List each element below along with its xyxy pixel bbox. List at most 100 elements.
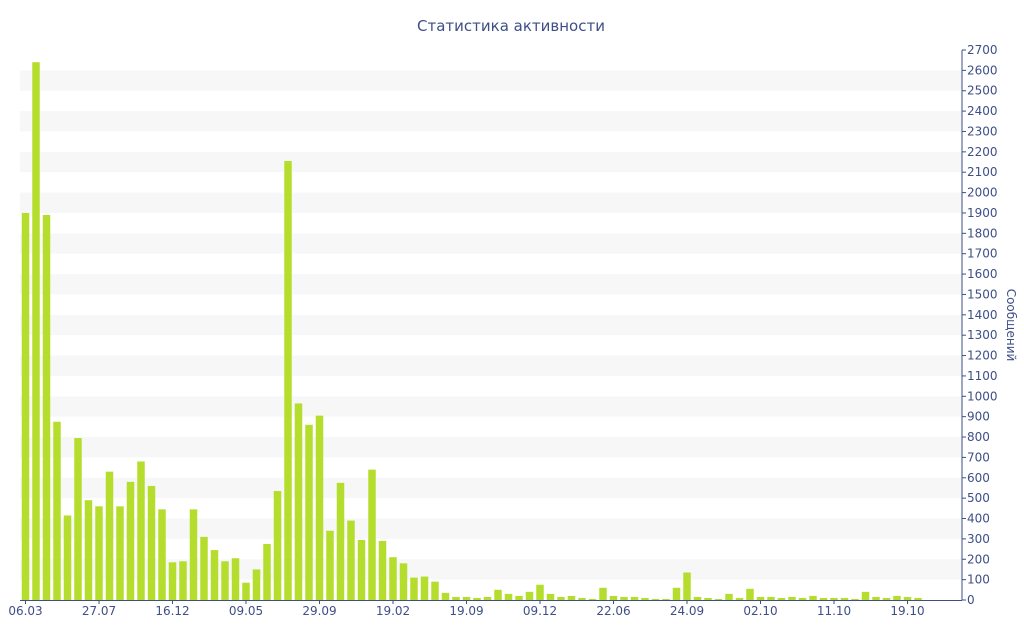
bar bbox=[53, 421, 61, 600]
bar bbox=[452, 596, 460, 600]
bar bbox=[798, 597, 807, 600]
bar bbox=[399, 563, 408, 600]
bar bbox=[147, 485, 156, 600]
bar-series bbox=[21, 62, 922, 601]
grid-band bbox=[20, 477, 962, 499]
y-tick-label: 1900 bbox=[967, 206, 998, 220]
bar bbox=[473, 597, 481, 600]
x-tick-label: 19.10 bbox=[890, 604, 924, 618]
x-tick-label: 19.02 bbox=[376, 604, 410, 618]
bar bbox=[651, 598, 660, 600]
bar bbox=[620, 596, 628, 600]
bar bbox=[714, 598, 723, 600]
y-tick-label: 700 bbox=[967, 450, 990, 464]
bar bbox=[599, 587, 607, 600]
bar bbox=[42, 215, 51, 600]
bar bbox=[305, 424, 313, 600]
bar bbox=[872, 596, 880, 600]
grid-band bbox=[20, 233, 962, 254]
bar bbox=[462, 596, 471, 600]
x-tick-label: 16.12 bbox=[155, 604, 189, 618]
bar bbox=[95, 506, 103, 600]
bar bbox=[315, 415, 324, 600]
bar bbox=[137, 461, 145, 600]
bar bbox=[903, 596, 912, 600]
bar bbox=[378, 540, 387, 600]
bar bbox=[116, 506, 124, 600]
y-tick-label: 200 bbox=[967, 552, 990, 566]
bar bbox=[840, 597, 849, 600]
bar bbox=[189, 509, 198, 600]
grid-band bbox=[20, 518, 962, 539]
y-tick-label: 1500 bbox=[967, 287, 998, 301]
y-tick-label: 2000 bbox=[967, 186, 998, 200]
grid-band bbox=[20, 151, 962, 173]
x-tick-label: 09.12 bbox=[523, 604, 557, 618]
y-tick-label: 2200 bbox=[967, 145, 998, 159]
bar bbox=[525, 591, 534, 600]
bar bbox=[263, 543, 271, 600]
bar bbox=[231, 558, 240, 600]
bar bbox=[809, 595, 817, 600]
bar bbox=[336, 482, 345, 600]
bar bbox=[210, 550, 219, 600]
x-tick-label: 29.09 bbox=[302, 604, 336, 618]
bar bbox=[179, 561, 187, 600]
grid-band bbox=[20, 437, 962, 458]
bar bbox=[410, 577, 418, 600]
bar bbox=[494, 589, 502, 600]
bar bbox=[84, 500, 93, 600]
bar bbox=[389, 557, 397, 600]
bar bbox=[200, 536, 208, 600]
grid-band bbox=[20, 274, 962, 295]
grid-band bbox=[20, 314, 962, 336]
bar bbox=[368, 469, 376, 600]
bar bbox=[242, 582, 250, 600]
y-tick-label: 2100 bbox=[967, 165, 998, 179]
bar bbox=[273, 491, 282, 600]
bar bbox=[557, 596, 565, 600]
bar bbox=[683, 572, 691, 600]
grid-band bbox=[20, 111, 962, 132]
bar bbox=[578, 597, 586, 600]
y-tick-label: 1600 bbox=[967, 267, 998, 281]
y-tick-label: 2600 bbox=[967, 63, 998, 77]
y-tick-label: 1100 bbox=[967, 369, 998, 383]
bar bbox=[777, 597, 786, 600]
bar bbox=[725, 593, 733, 600]
bar bbox=[662, 598, 670, 600]
y-tick-label: 2700 bbox=[967, 43, 998, 57]
bar bbox=[74, 438, 82, 600]
grid-band bbox=[20, 192, 962, 213]
bar bbox=[693, 596, 702, 600]
bar bbox=[567, 595, 576, 600]
bar bbox=[347, 520, 355, 600]
bar bbox=[158, 509, 166, 600]
y-tick-label: 1700 bbox=[967, 247, 998, 261]
y-tick-label: 0 bbox=[967, 593, 975, 607]
axes: 0 100 200 300 400 500 600 700 800 900 1000 1100 1200… bbox=[8, 43, 997, 618]
grid-band bbox=[20, 70, 962, 91]
x-tick-label: 27.07 bbox=[82, 604, 116, 618]
y-axis-label: Сообщений bbox=[1004, 289, 1018, 362]
bar bbox=[32, 62, 40, 601]
y-tick-label: 2400 bbox=[967, 104, 998, 118]
grid-band bbox=[20, 355, 962, 376]
bar bbox=[851, 598, 859, 600]
bar bbox=[767, 596, 775, 600]
bar bbox=[294, 403, 303, 600]
bar bbox=[326, 530, 334, 600]
grid-band bbox=[20, 396, 962, 417]
y-tick-label: 300 bbox=[967, 532, 990, 546]
y-tick-label: 100 bbox=[967, 573, 990, 587]
bar bbox=[168, 562, 177, 600]
bar bbox=[357, 539, 366, 600]
grid-bands bbox=[20, 70, 962, 580]
x-tick-label: 09.05 bbox=[229, 604, 263, 618]
y-tick-label: 400 bbox=[967, 512, 990, 526]
bar bbox=[882, 597, 891, 600]
x-tick-label: 19.09 bbox=[449, 604, 483, 618]
bar bbox=[536, 584, 544, 600]
bar bbox=[914, 597, 922, 600]
